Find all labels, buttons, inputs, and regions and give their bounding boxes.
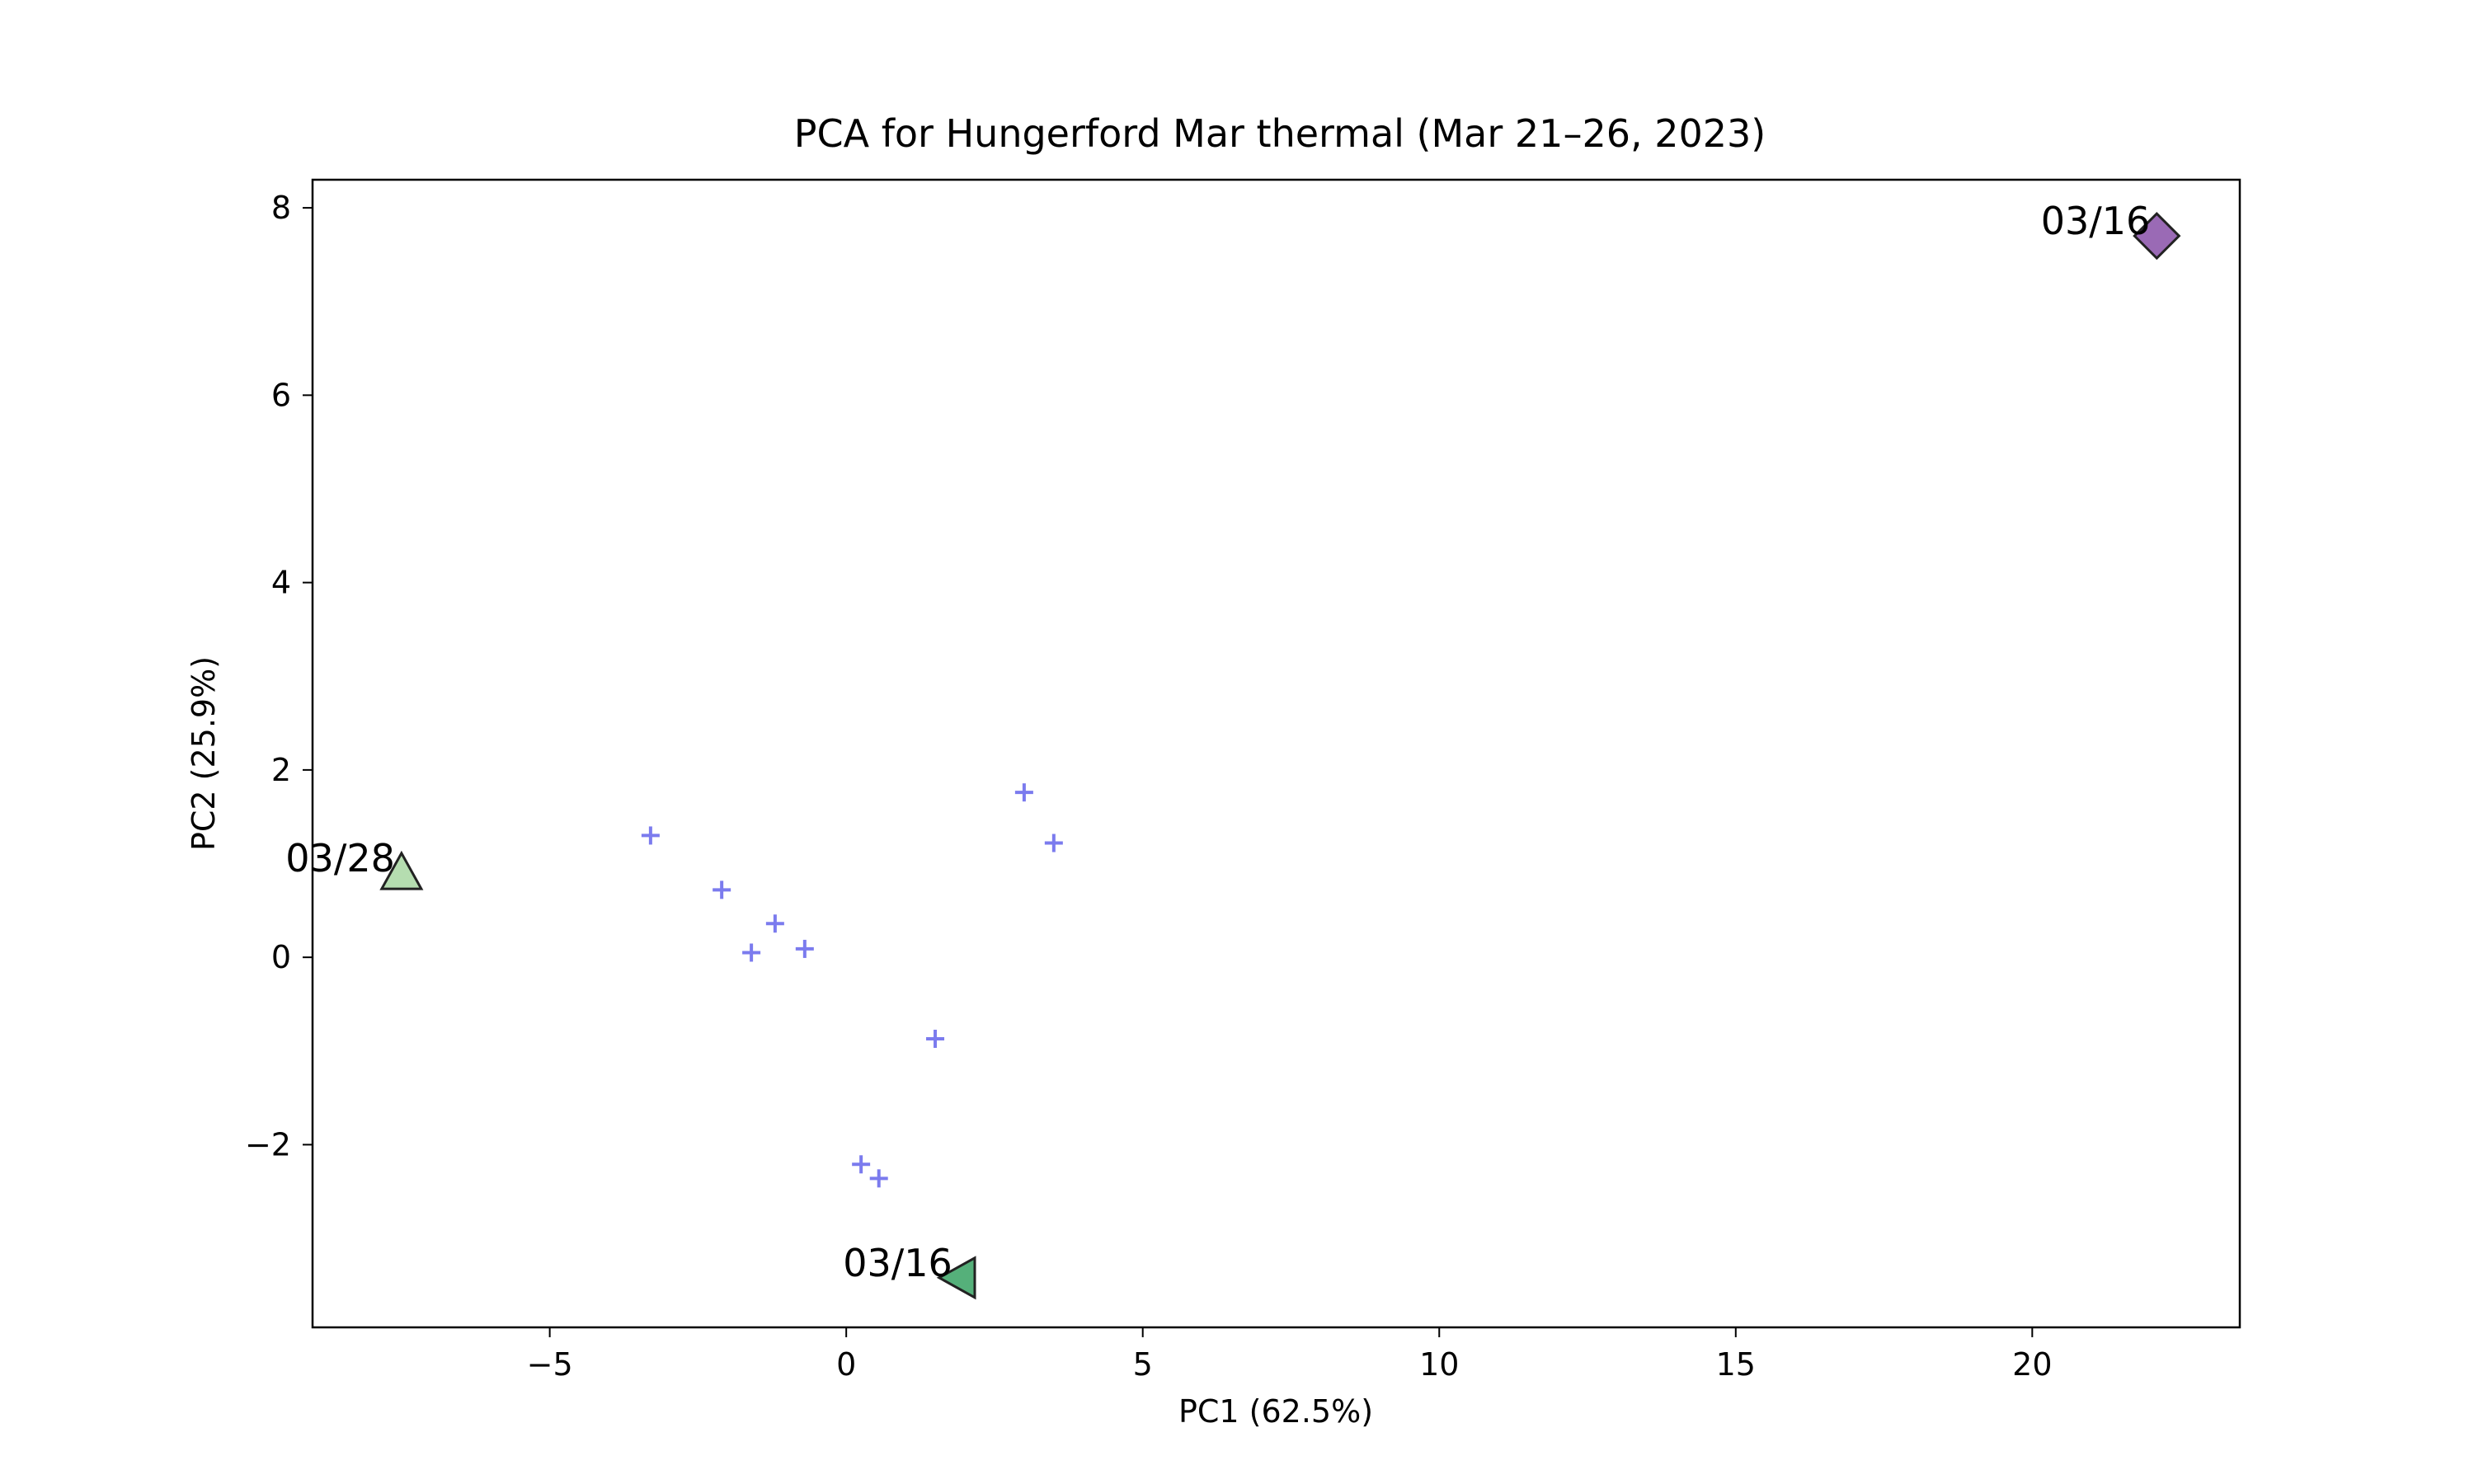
plus-point: [795, 939, 814, 958]
x-tick-label: −5: [527, 1346, 573, 1383]
plus-point: [641, 826, 660, 845]
x-axis-ticks: −5 0 5 10 15 20: [527, 1327, 2053, 1383]
x-tick-label: 5: [1133, 1346, 1153, 1383]
plot-frame: [311, 178, 2241, 1329]
y-tick-label: −2: [245, 1126, 291, 1162]
data-points: [379, 212, 2181, 1300]
y-axis-label: PC2 (25.9%): [186, 656, 222, 851]
x-tick-label: 20: [2012, 1346, 2052, 1383]
x-tick-label: 10: [1419, 1346, 1459, 1383]
point-annotation: 03/16: [2041, 199, 2151, 243]
y-tick-label: 2: [271, 752, 291, 788]
y-axis-ticks: −2 0 2 4 6 8: [245, 190, 313, 1162]
y-tick-label: 6: [271, 377, 291, 413]
plus-point: [852, 1155, 871, 1174]
point-annotation: 03/28: [285, 836, 395, 881]
diamond-point: [2133, 212, 2181, 261]
y-tick-label: 8: [271, 190, 291, 226]
x-tick-label: 0: [836, 1346, 856, 1383]
plot-area: [311, 178, 2241, 1329]
point-labels: 03/16 03/28 03/16: [285, 199, 2150, 1285]
plus-point: [1014, 783, 1033, 802]
x-axis-label: PC1 (62.5%): [1178, 1393, 1373, 1430]
plus-point: [1044, 834, 1063, 852]
plus-point: [765, 914, 784, 933]
chart-title: PCA for Hungerford Mar thermal (Mar 21–2…: [794, 111, 1766, 156]
triangle-up-point: [379, 850, 424, 890]
y-tick-label: 0: [271, 939, 291, 975]
plus-point: [713, 881, 731, 899]
x-tick-label: 15: [1716, 1346, 1756, 1383]
plus-point: [869, 1169, 888, 1188]
plus-point: [926, 1030, 945, 1049]
y-tick-label: 4: [271, 565, 291, 601]
triangle-left-point: [936, 1256, 976, 1300]
plus-point: [742, 943, 761, 962]
point-annotation: 03/16: [843, 1241, 952, 1285]
